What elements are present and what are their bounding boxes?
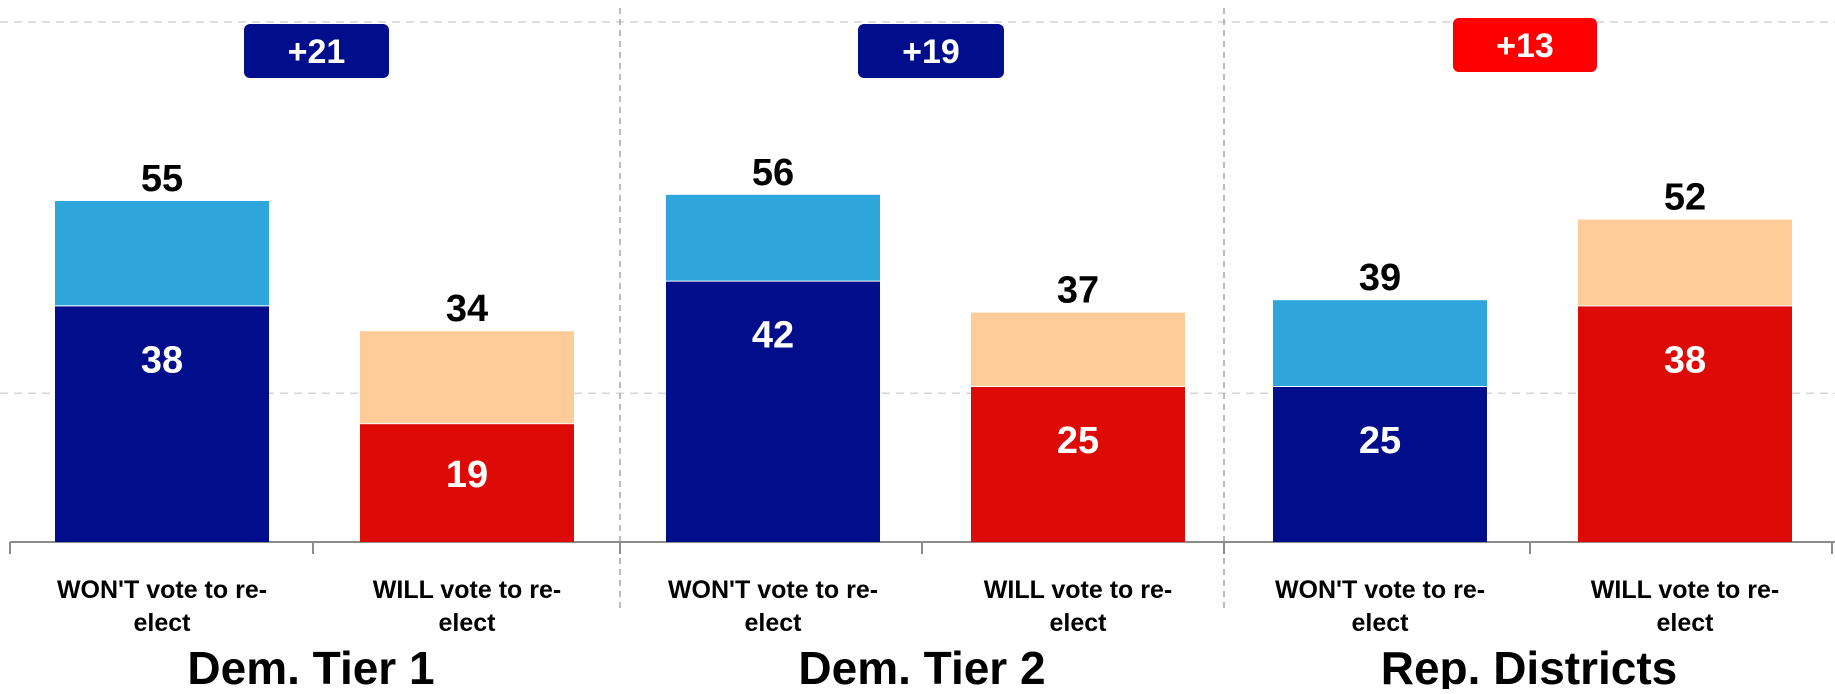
bar-segment-strong xyxy=(360,424,574,542)
bar-segment-soft xyxy=(1578,219,1792,307)
difference-badge-label: +21 xyxy=(288,33,346,71)
bar-segment-strong xyxy=(666,281,880,542)
bar-segment-soft xyxy=(666,194,880,282)
difference-badge xyxy=(244,24,389,78)
group-title: Dem. Tier 1 xyxy=(187,642,434,689)
difference-badge xyxy=(1453,18,1597,72)
category-label: WILL vote to re-elect xyxy=(984,576,1172,637)
bar-total-label: 56 xyxy=(752,152,794,194)
bar-total-label: 34 xyxy=(446,288,488,330)
bar-segment-soft xyxy=(55,201,269,307)
bar-segment-strong xyxy=(971,387,1185,542)
bar-total-label: 55 xyxy=(141,158,183,200)
bar-segment-strong xyxy=(1578,306,1792,542)
bar-total-label: 39 xyxy=(1359,257,1401,299)
bar-segment-soft xyxy=(971,312,1185,387)
bar-segment-strong xyxy=(55,306,269,542)
category-label: WILL vote to re-elect xyxy=(1591,576,1779,637)
bar-inner-label: 25 xyxy=(1057,420,1099,462)
bar-segment-soft xyxy=(1273,300,1487,387)
group-title: Dem. Tier 2 xyxy=(798,642,1045,689)
difference-badge-label: +13 xyxy=(1496,27,1554,65)
bar-segment-soft xyxy=(360,331,574,425)
bar-inner-label: 19 xyxy=(446,454,488,496)
difference-badge xyxy=(858,24,1004,78)
bar-inner-label: 38 xyxy=(141,339,183,381)
bar-segment-strong xyxy=(1273,387,1487,542)
category-label: WON'T vote to re-elect xyxy=(668,576,878,637)
bar-inner-label: 25 xyxy=(1359,420,1401,462)
category-label: WON'T vote to re-elect xyxy=(57,576,267,637)
difference-badge-label: +19 xyxy=(902,33,960,71)
group-title: Rep. Districts xyxy=(1381,642,1678,689)
bar-total-label: 37 xyxy=(1057,270,1099,312)
category-label: WON'T vote to re-elect xyxy=(1275,576,1485,637)
bar-total-label: 52 xyxy=(1664,177,1706,219)
category-label: WILL vote to re-elect xyxy=(373,576,561,637)
bar-inner-label: 42 xyxy=(752,315,794,357)
bar-inner-label: 38 xyxy=(1664,339,1706,381)
